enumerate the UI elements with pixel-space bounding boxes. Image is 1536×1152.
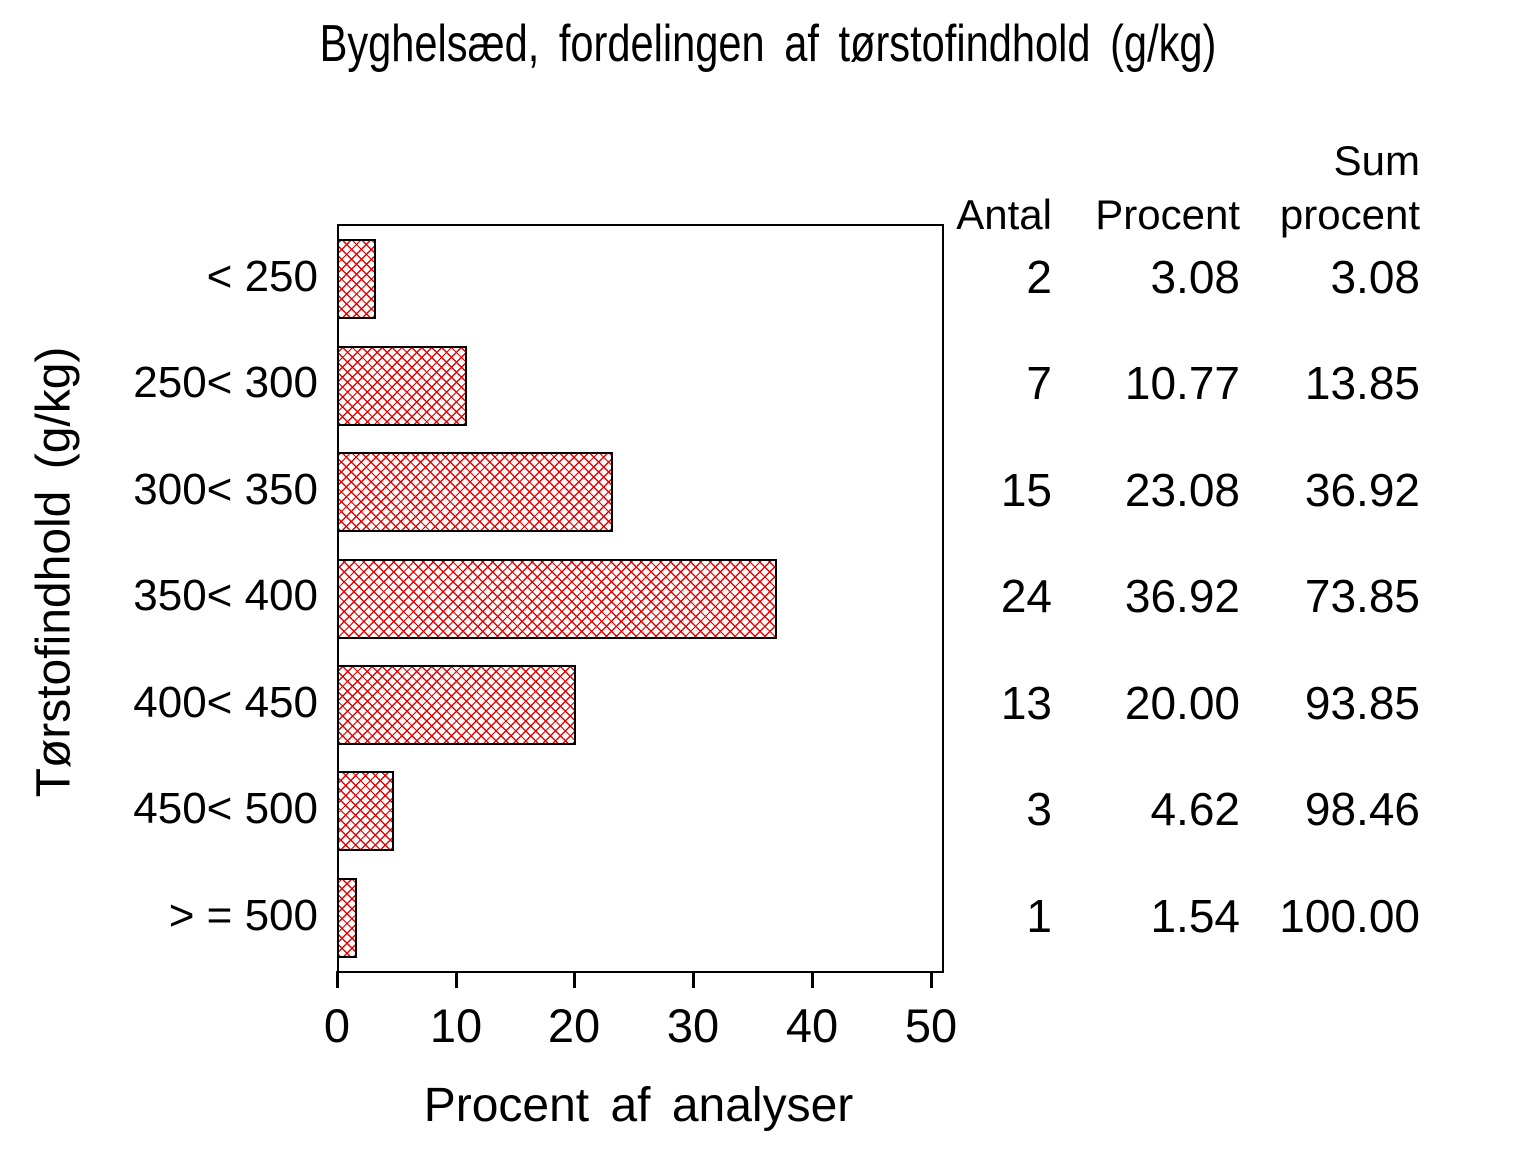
column-header-procent: Procent (1095, 191, 1240, 238)
category-label-4: 400< 450 (133, 678, 318, 727)
bar-3 (337, 559, 777, 639)
x-axis-tick-label-40: 40 (785, 999, 839, 1052)
sum-procent-value: 3.08 (1330, 251, 1420, 303)
x-axis-title: Procent af analyser (423, 1079, 854, 1132)
x-axis-tick-label-0: 0 (323, 999, 351, 1052)
procent-value: 20.00 (1124, 677, 1240, 729)
category-label-6: > = 500 (168, 891, 318, 940)
table-row-4: 13 20.00 93.85 (0, 650, 1536, 756)
bar-5 (337, 771, 394, 851)
category-label-5: 450< 500 (133, 784, 318, 833)
x-axis-tick-10 (455, 971, 458, 988)
x-axis-tick-40 (811, 971, 814, 988)
antal-value: 1 (1026, 890, 1052, 942)
table-row-5: 3 4.62 98.46 (0, 756, 1536, 862)
category-label-0: < 250 (206, 252, 318, 301)
category-label-3: 350< 400 (133, 571, 318, 620)
category-label-1: 250< 300 (133, 358, 318, 407)
sum-procent-value: 93.85 (1304, 677, 1420, 729)
procent-value: 3.08 (1150, 251, 1240, 303)
x-axis-tick-label-20: 20 (547, 999, 601, 1052)
procent-value: 23.08 (1124, 464, 1240, 516)
table-row-1: 7 10.77 13.85 (0, 330, 1536, 436)
chart-title: Byghelsæd, fordelingen af tørstofindhold… (319, 15, 1217, 73)
sum-procent-value: 13.85 (1304, 357, 1420, 409)
column-header-antal: Antal (956, 191, 1052, 238)
bar-2 (337, 452, 613, 532)
procent-value: 10.77 (1124, 357, 1240, 409)
bar-1 (337, 346, 467, 426)
column-header-sum-line1: Sum (1333, 137, 1420, 184)
sum-procent-value: 98.46 (1304, 783, 1420, 835)
sum-procent-value: 73.85 (1304, 570, 1420, 622)
procent-value: 36.92 (1124, 570, 1240, 622)
x-axis-tick-label-50: 50 (904, 999, 958, 1052)
plot-area (337, 224, 944, 973)
sum-procent-value: 100.00 (1279, 890, 1420, 942)
antal-value: 7 (1026, 357, 1052, 409)
antal-value: 15 (1000, 464, 1052, 516)
table-row-0: 2 3.08 3.08 (0, 224, 1536, 330)
antal-value: 2 (1026, 251, 1052, 303)
antal-value: 13 (1000, 677, 1052, 729)
table-row-6: 1 1.54 100.00 (0, 863, 1536, 969)
antal-value: 24 (1000, 570, 1052, 622)
procent-value: 1.54 (1150, 890, 1240, 942)
sum-procent-value: 36.92 (1304, 464, 1420, 516)
bar-0 (337, 239, 376, 319)
x-axis-tick-0 (336, 971, 339, 988)
x-axis-tick-label-10: 10 (429, 999, 483, 1052)
x-axis-tick-20 (573, 971, 576, 988)
x-axis-tick-label-30: 30 (666, 999, 720, 1052)
antal-value: 3 (1026, 783, 1052, 835)
category-label-2: 300< 350 (133, 465, 318, 514)
x-axis-tick-30 (692, 971, 695, 988)
x-axis-tick-50 (930, 971, 933, 988)
column-header-sum-line2: procent (1279, 191, 1420, 238)
bar-4 (337, 665, 576, 745)
table-row-2: 15 23.08 36.92 (0, 437, 1536, 543)
procent-value: 4.62 (1150, 783, 1240, 835)
bar-6 (337, 878, 357, 958)
table-row-3: 24 36.92 73.85 (0, 543, 1536, 649)
